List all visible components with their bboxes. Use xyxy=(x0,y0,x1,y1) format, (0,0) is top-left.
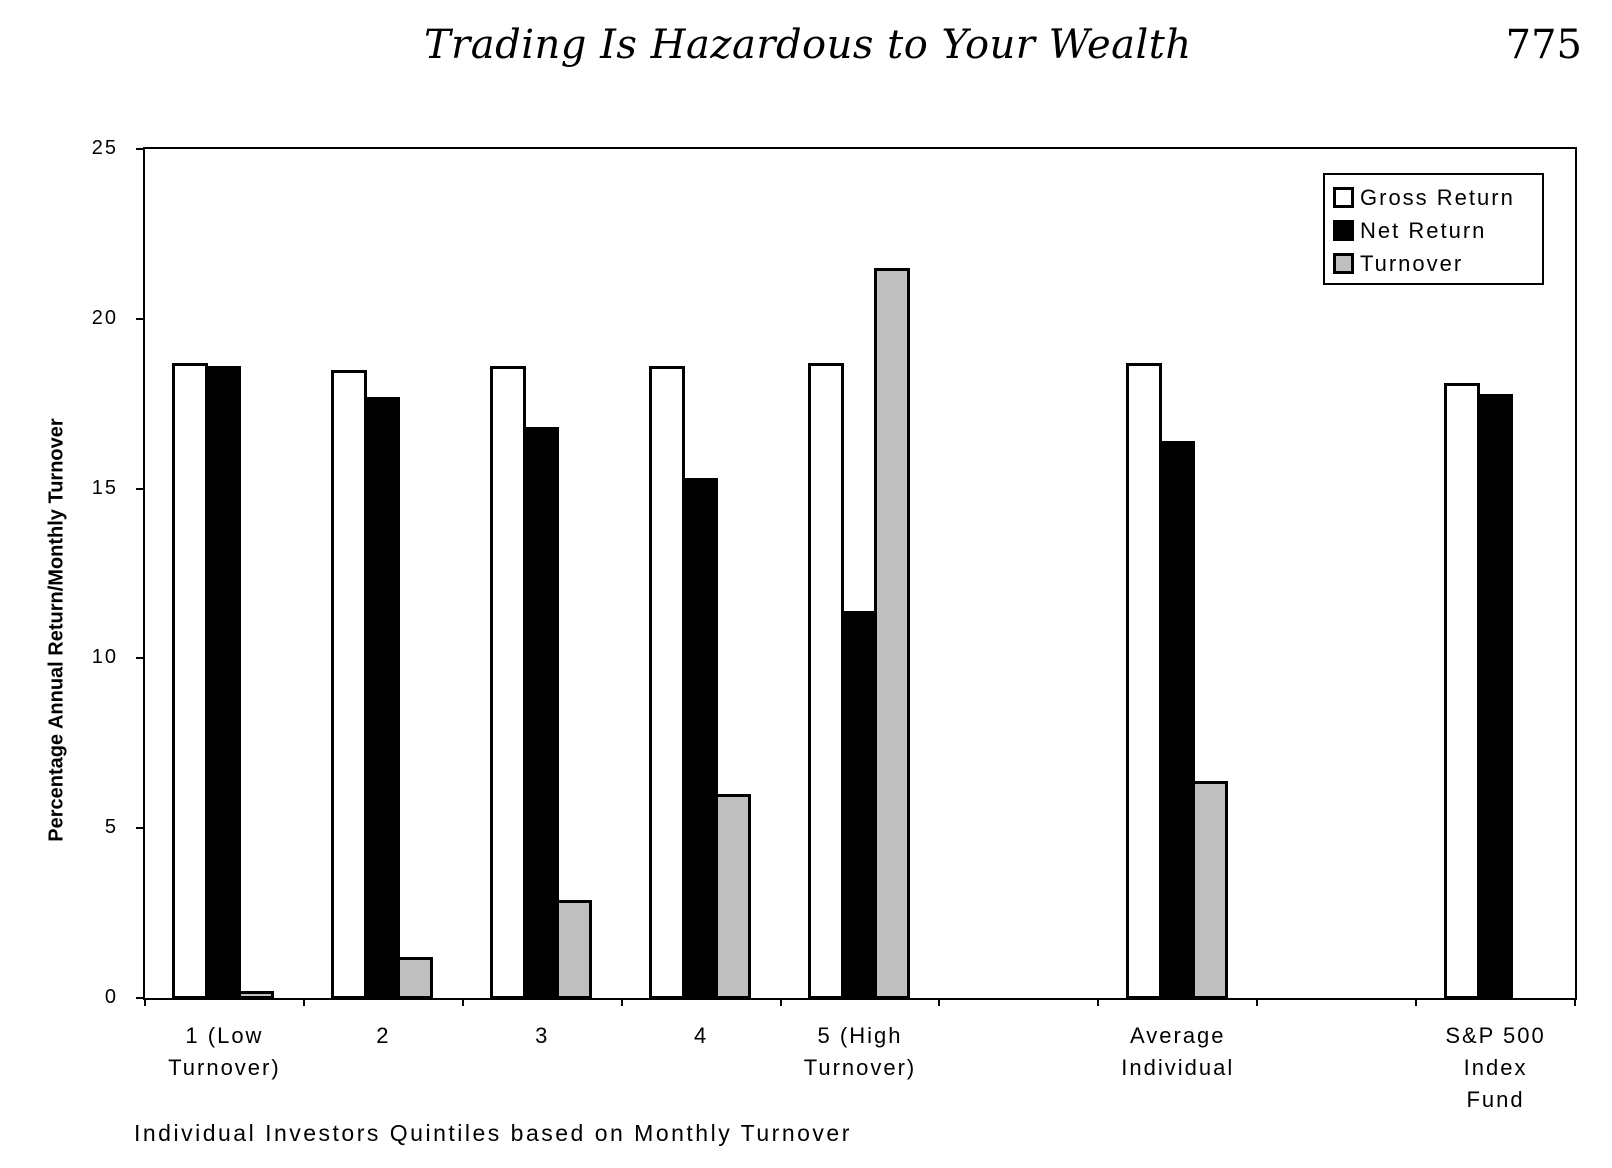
bar-gross xyxy=(172,362,209,999)
y-tick xyxy=(136,997,144,999)
bar-gross xyxy=(331,369,368,999)
y-tick-label: 15 xyxy=(91,476,118,499)
bar-net xyxy=(1476,393,1513,999)
bar-turnover xyxy=(556,899,593,999)
y-tick-label: 20 xyxy=(91,306,118,329)
legend-item-gross-return: Gross Return xyxy=(1333,181,1534,214)
bar-turnover xyxy=(1191,780,1228,999)
bar-net xyxy=(205,366,242,999)
x-tick xyxy=(620,998,623,1006)
x-tick xyxy=(1256,998,1259,1006)
turnover-swatch-icon xyxy=(1333,253,1354,274)
x-category-label: Average Individual xyxy=(1121,1023,1235,1080)
running-title: Trading Is Hazardous to Your Wealth xyxy=(424,22,1192,68)
bar-net xyxy=(364,396,401,999)
bar-net xyxy=(682,478,719,999)
bar-turnover xyxy=(238,991,275,999)
x-axis-title: Individual Investors Quintiles based on … xyxy=(134,1120,852,1146)
y-tick xyxy=(136,148,144,150)
bar-turnover xyxy=(397,957,434,999)
x-tick xyxy=(1574,998,1576,1006)
bar-gross xyxy=(808,362,844,999)
x-category-label: 4 xyxy=(693,1023,709,1048)
bar-net xyxy=(1158,441,1195,999)
x-tick xyxy=(144,998,146,1006)
bar-turnover xyxy=(874,267,910,999)
x-category-label: 3 xyxy=(535,1023,550,1048)
legend: Gross Return Net Return Turnover xyxy=(1323,173,1544,285)
x-category-label: 2 xyxy=(376,1023,391,1048)
y-tick-label: 25 xyxy=(91,137,118,159)
gross-return-swatch-icon xyxy=(1333,187,1354,208)
bar-net xyxy=(841,610,877,999)
x-tick xyxy=(1097,998,1100,1006)
x-category-label: 5 (High Turnover) xyxy=(803,1023,917,1080)
x-category-label: S&P 500 Index Fund xyxy=(1445,1023,1546,1112)
y-tick xyxy=(136,657,144,660)
x-tick xyxy=(1415,998,1418,1006)
legend-label: Gross Return xyxy=(1360,184,1515,210)
x-tick xyxy=(302,998,305,1006)
y-tick-label: 5 xyxy=(104,816,118,839)
y-tick xyxy=(136,317,144,320)
x-tick xyxy=(461,998,464,1006)
x-tick xyxy=(938,998,941,1006)
bar-gross xyxy=(1125,362,1162,999)
legend-item-turnover: Turnover xyxy=(1333,247,1534,280)
bar-gross xyxy=(490,366,527,999)
y-tick-label: 0 xyxy=(104,986,118,1008)
net-return-swatch-icon xyxy=(1333,220,1354,241)
legend-label: Net Return xyxy=(1360,217,1487,243)
running-head: Trading Is Hazardous to Your Wealth 775 xyxy=(0,22,1612,82)
x-category-label: 1 (Low Turnover) xyxy=(168,1023,281,1080)
y-tick-label: 10 xyxy=(91,646,118,669)
plot-area xyxy=(143,147,1577,1000)
bar-net xyxy=(523,427,560,999)
page-number: 775 xyxy=(1505,22,1582,68)
bar-gross xyxy=(649,366,686,999)
legend-item-net-return: Net Return xyxy=(1333,214,1534,247)
y-tick xyxy=(136,827,144,830)
legend-label: Turnover xyxy=(1360,250,1464,276)
bar-turnover xyxy=(715,794,752,999)
x-tick xyxy=(779,998,782,1006)
y-tick xyxy=(136,487,144,490)
bar-gross xyxy=(1443,383,1480,999)
y-axis-label: Percentage Annual Return/Monthly Turnove… xyxy=(45,418,68,842)
